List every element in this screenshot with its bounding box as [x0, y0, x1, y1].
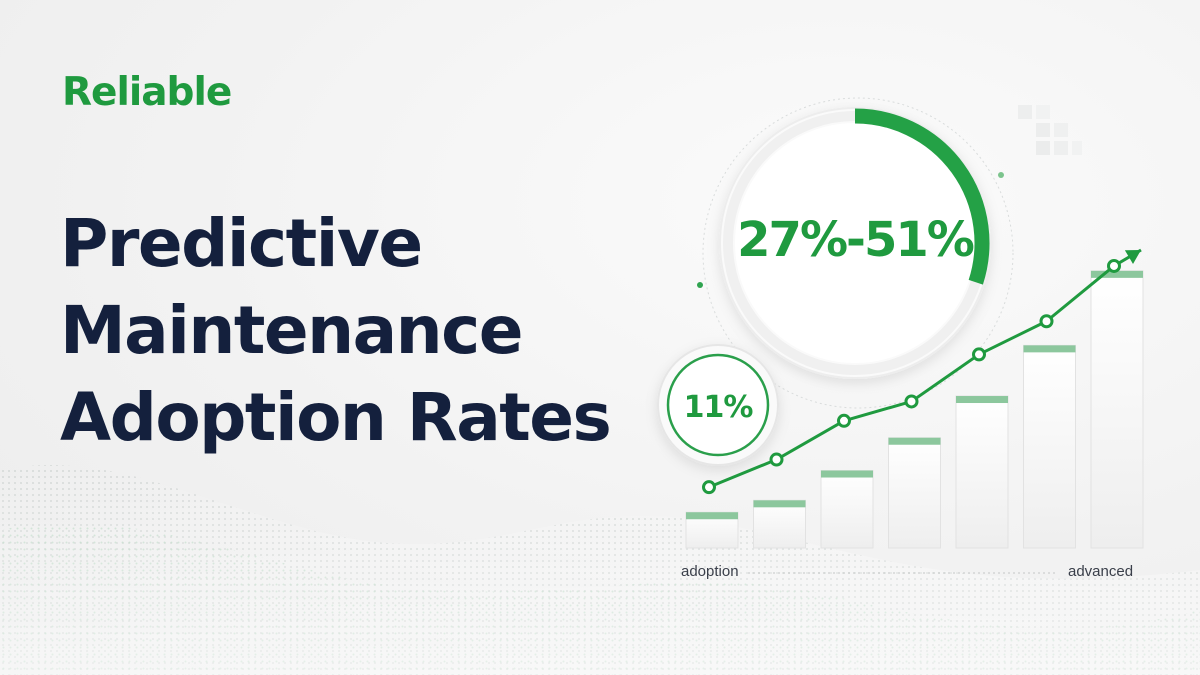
trend-point: [972, 347, 986, 362]
bar-cap: [753, 500, 806, 508]
trend-point: [1039, 314, 1054, 329]
orbit-ring: [702, 97, 1014, 409]
title-line-3: Adoption Rates: [60, 379, 612, 456]
bar-cap: [686, 512, 738, 520]
bar: [888, 437, 941, 549]
trend-point: [837, 413, 851, 428]
brand-logo: Reliable: [62, 70, 232, 115]
bar-body: [1023, 344, 1076, 549]
trend-point: [904, 394, 919, 409]
bar: [1023, 344, 1076, 549]
bar-body: [753, 499, 806, 549]
trend-point: [1107, 258, 1121, 273]
small-stat-value: 11%: [683, 390, 754, 425]
x-axis-end-label: advanced: [1068, 563, 1134, 580]
trend-line: [708, 248, 1142, 489]
bar-cap: [1091, 270, 1143, 278]
title-line-2: Maintenance: [60, 292, 524, 369]
bar: [955, 395, 1009, 549]
trend-line-series: [702, 248, 1142, 495]
page-title: Predictive Maintenance Adoption Rates: [60, 200, 612, 461]
bar-cap: [956, 396, 1008, 404]
title-line-1: Predictive: [60, 205, 423, 282]
bar: [685, 511, 739, 549]
bar-cap: [821, 470, 873, 478]
bar-body: [955, 395, 1009, 549]
bar: [820, 470, 874, 549]
bar: [753, 499, 806, 549]
bar-body: [1090, 270, 1144, 549]
big-stat-progress-arc: [854, 108, 990, 285]
small-stat-circle: [657, 344, 779, 466]
trend-point: [702, 480, 716, 495]
decorative-squares: [1018, 105, 1082, 155]
bar-cap: [888, 437, 941, 445]
bar-body: [888, 437, 941, 549]
x-axis-start-label: adoption: [681, 563, 739, 580]
trend-point: [769, 452, 784, 467]
bar-cap: [1023, 345, 1076, 353]
orbit-dot: [697, 282, 703, 288]
bar: [1090, 270, 1144, 549]
big-stat-circle: [719, 107, 991, 379]
big-stat-value: 27%-51%: [737, 212, 975, 268]
bar-series: [685, 270, 1144, 549]
trend-arrow-head: [1124, 250, 1141, 265]
orbit-dot: [998, 172, 1004, 178]
bar-body: [820, 470, 874, 549]
